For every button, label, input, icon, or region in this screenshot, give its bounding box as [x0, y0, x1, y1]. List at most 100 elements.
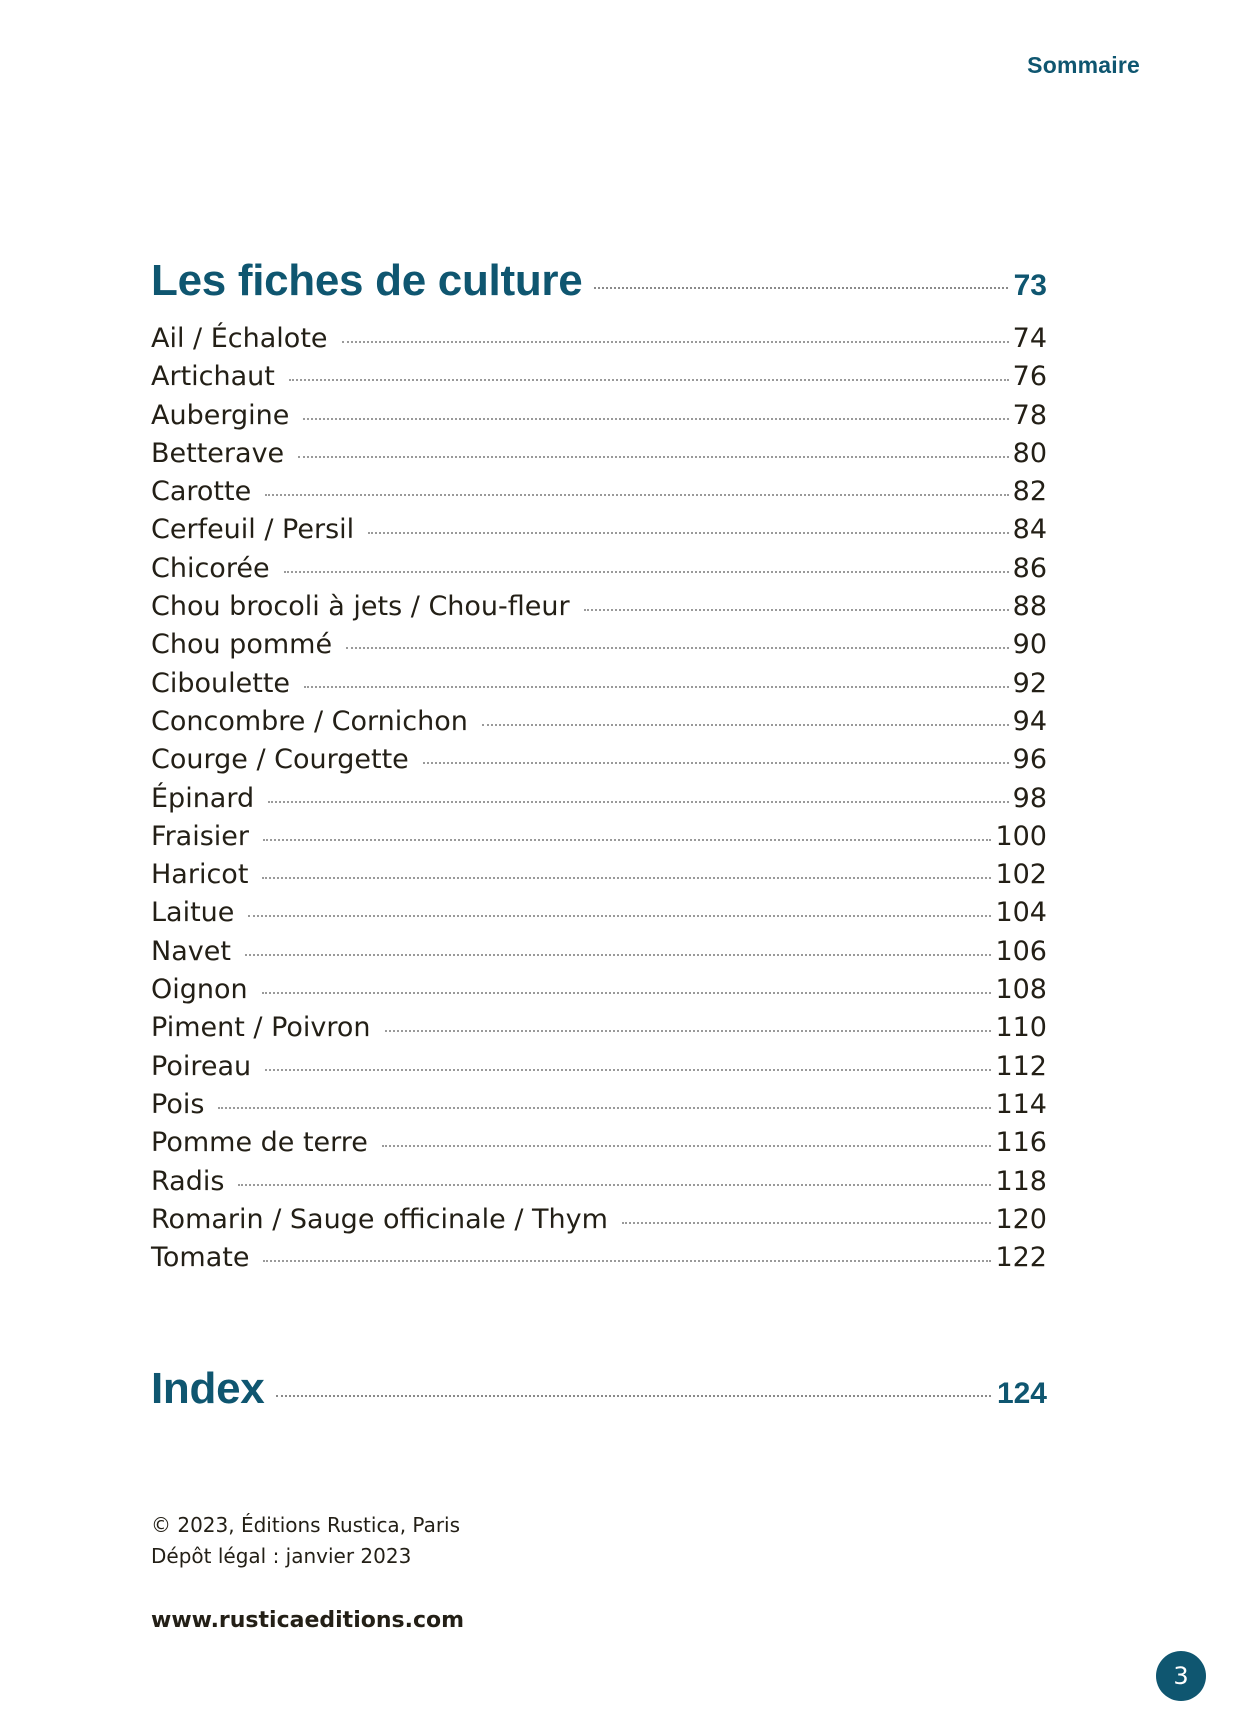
dot-leader — [481, 723, 1009, 726]
toc-entries: Ail / Échalote 74 Artichaut 76 Aubergine 78… — [151, 320, 1047, 1277]
entry-label: Ciboulette — [151, 667, 291, 699]
entry-label: Carotte — [151, 476, 252, 508]
toc-entry[interactable]: Concombre / Cornichon 94 — [151, 703, 1047, 741]
dot-leader — [381, 1145, 992, 1148]
toc-entry[interactable]: Romarin / Sauge officinale / Thym 120 — [151, 1201, 1047, 1239]
dot-leader — [422, 762, 1009, 765]
entry-label: Épinard — [151, 782, 255, 814]
toc-entry[interactable]: Courge / Courgette 96 — [151, 741, 1047, 779]
entry-label: Chicorée — [151, 552, 270, 584]
toc-entry[interactable]: Piment / Poivron 110 — [151, 1009, 1047, 1047]
toc-entry[interactable]: Pois 114 — [151, 1086, 1047, 1124]
toc-entry[interactable]: Fraisier 100 — [151, 818, 1047, 856]
section-title: Les fiches de culture — [151, 256, 583, 305]
dot-leader — [248, 915, 992, 918]
section-page-number: 124 — [996, 1377, 1047, 1410]
section-title: Index — [151, 1364, 265, 1413]
entry-page: 84 — [1012, 514, 1047, 546]
dot-leader — [265, 494, 1009, 497]
entry-label: Poireau — [151, 1050, 252, 1082]
entry-label: Chou brocoli à jets / Chou-fleur — [151, 591, 570, 623]
dot-leader — [621, 1221, 992, 1224]
entry-page: 88 — [1012, 591, 1047, 623]
entry-label: Fraisier — [151, 820, 249, 852]
copyright-line: © 2023, Éditions Rustica, Paris — [151, 1513, 461, 1537]
entry-page: 108 — [995, 974, 1047, 1006]
dot-leader — [263, 838, 992, 841]
toc-entry[interactable]: Chou pommé 90 — [151, 626, 1047, 664]
entry-label: Haricot — [151, 859, 249, 891]
entry-label: Oignon — [151, 974, 248, 1006]
section-page-number: 73 — [1013, 269, 1047, 302]
entry-page: 98 — [1012, 782, 1047, 814]
toc-entry[interactable]: Cerfeuil / Persil 84 — [151, 511, 1047, 549]
toc-entry[interactable]: Betterave 80 — [151, 435, 1047, 473]
entry-page: 78 — [1012, 399, 1047, 431]
toc-entry[interactable]: Ciboulette 92 — [151, 665, 1047, 703]
toc-entry[interactable]: Artichaut 76 — [151, 358, 1047, 396]
dot-leader — [218, 1106, 992, 1109]
dot-leader — [341, 341, 1009, 343]
dot-leader — [346, 647, 1009, 650]
entry-page: 122 — [995, 1242, 1047, 1274]
dot-leader — [594, 287, 1008, 289]
dot-leader — [368, 532, 1009, 535]
page-number: 3 — [1173, 1662, 1189, 1690]
entry-page: 118 — [995, 1165, 1047, 1197]
dot-leader — [384, 1030, 992, 1033]
entry-page: 110 — [995, 1012, 1047, 1044]
toc-entry[interactable]: Carotte 82 — [151, 473, 1047, 511]
entry-label: Ail / Échalote — [151, 323, 328, 354]
dot-leader — [268, 800, 1009, 803]
entry-label: Courge / Courgette — [151, 744, 409, 776]
toc-entry[interactable]: Poireau 112 — [151, 1048, 1047, 1086]
toc-entry[interactable]: Laitue 104 — [151, 894, 1047, 932]
dot-leader — [263, 1260, 992, 1263]
entry-label: Artichaut — [151, 361, 275, 393]
dot-leader — [298, 455, 1009, 458]
toc-entry[interactable]: Épinard 98 — [151, 780, 1047, 818]
toc-entry[interactable]: Chou brocoli à jets / Chou-fleur 88 — [151, 588, 1047, 626]
toc-entry[interactable]: Tomate 122 — [151, 1239, 1047, 1277]
entry-page: 92 — [1012, 667, 1047, 699]
entry-label: Chou pommé — [151, 629, 333, 661]
toc-entry[interactable]: Chicorée 86 — [151, 550, 1047, 588]
toc-entry[interactable]: Pomme de terre 116 — [151, 1124, 1047, 1162]
page-number-badge: 3 — [1156, 1651, 1206, 1701]
dot-leader — [288, 379, 1009, 382]
dot-leader — [262, 877, 992, 880]
dot-leader — [583, 609, 1009, 612]
entry-label: Betterave — [151, 437, 285, 469]
colophon: © 2023, Éditions Rustica, Paris Dépôt lé… — [151, 1510, 460, 1572]
dot-leader — [303, 417, 1009, 420]
entry-page: 116 — [995, 1127, 1047, 1159]
entry-label: Pomme de terre — [151, 1127, 368, 1159]
entry-page: 74 — [1012, 323, 1047, 354]
publisher-website-link[interactable]: www.rusticaeditions.com — [151, 1608, 465, 1633]
dot-leader — [304, 685, 1009, 688]
table-of-contents: Les fiches de culture 73 Ail / Échalote 7… — [151, 256, 1047, 1413]
dot-leader — [276, 1395, 991, 1397]
toc-entry[interactable]: Haricot 102 — [151, 856, 1047, 894]
toc-entry[interactable]: Radis 118 — [151, 1163, 1047, 1201]
toc-entry[interactable]: Aubergine 78 — [151, 397, 1047, 435]
toc-entry[interactable]: Navet 106 — [151, 933, 1047, 971]
entry-page: 114 — [995, 1088, 1047, 1120]
entry-label: Concombre / Cornichon — [151, 705, 468, 737]
dot-leader — [265, 1068, 992, 1071]
toc-entry[interactable]: Oignon 108 — [151, 971, 1047, 1009]
entry-page: 86 — [1012, 552, 1047, 584]
entry-label: Navet — [151, 935, 231, 967]
entry-label: Radis — [151, 1165, 225, 1197]
legal-deposit-line: Dépôt légal : janvier 2023 — [151, 1544, 412, 1568]
entry-label: Pois — [151, 1088, 205, 1120]
entry-label: Romarin / Sauge officinale / Thym — [151, 1203, 608, 1235]
entry-page: 112 — [995, 1050, 1047, 1082]
entry-label: Laitue — [151, 897, 235, 929]
dot-leader — [283, 570, 1009, 573]
toc-section-index[interactable]: Index 124 — [151, 1364, 1047, 1424]
toc-entry[interactable]: Ail / Échalote 74 — [151, 320, 1047, 358]
toc-section-culture[interactable]: Les fiches de culture 73 — [151, 256, 1047, 320]
dot-leader — [261, 992, 992, 995]
entry-page: 90 — [1012, 629, 1047, 661]
